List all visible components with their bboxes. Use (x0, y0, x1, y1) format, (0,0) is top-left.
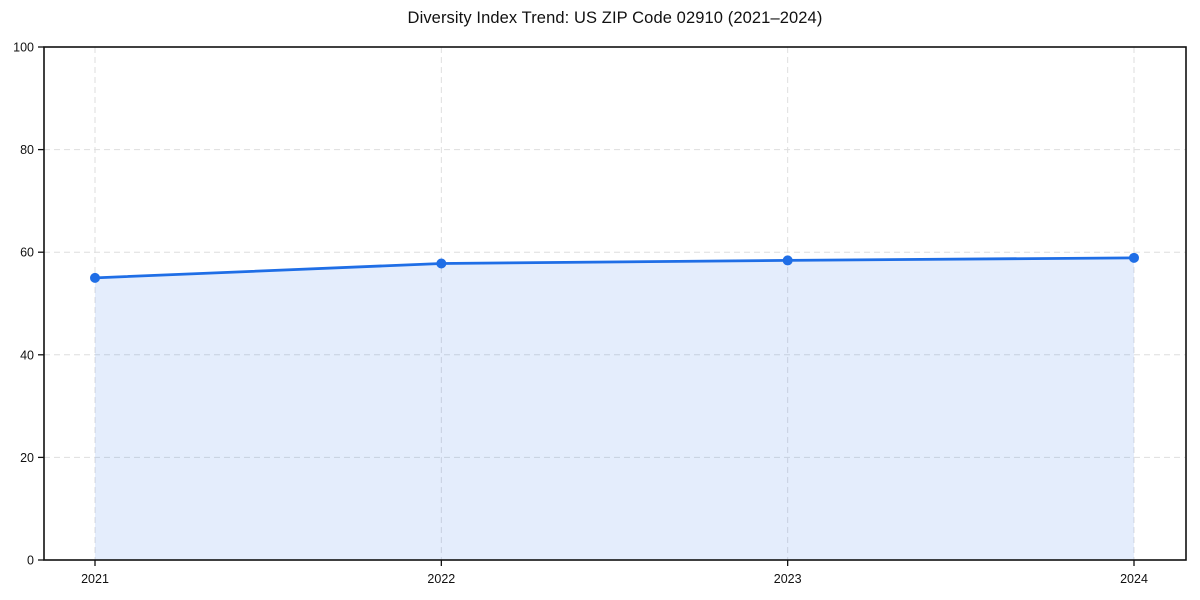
plot-border (43, 46, 1187, 561)
y-tick-label: 100 (13, 41, 34, 55)
y-tick-label: 0 (27, 554, 34, 568)
x-tick-label: 2021 (81, 572, 109, 586)
x-tick-label: 2022 (427, 572, 455, 586)
y-tick-label: 20 (20, 451, 34, 465)
y-tick-label: 80 (20, 143, 34, 157)
y-tick-label: 60 (20, 246, 34, 260)
data-point-2023 (782, 255, 793, 266)
y-tick-label: 40 (20, 348, 34, 362)
x-tick-label: 2024 (1120, 572, 1148, 586)
data-point-2022 (436, 258, 447, 269)
area-fill (95, 257, 1134, 560)
data-point-2021 (90, 272, 100, 283)
trend-line (93, 256, 1136, 280)
plot-background (44, 47, 1186, 560)
chart-title: Diversity Index Trend: US ZIP Code 02910… (407, 9, 823, 27)
data-point-2024 (1129, 252, 1139, 263)
x-tick-label: 2023 (774, 572, 802, 586)
